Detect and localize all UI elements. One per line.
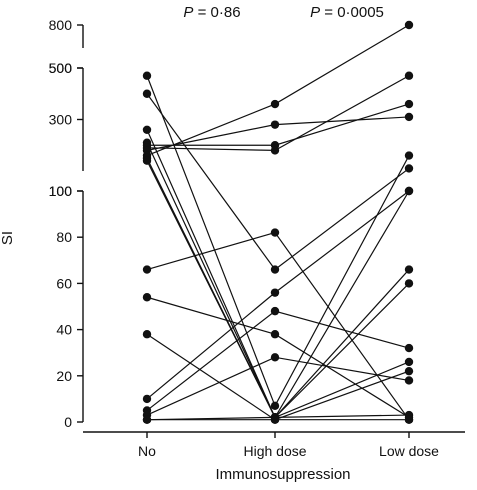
axes-layer bbox=[77, 24, 465, 438]
data-point bbox=[404, 164, 414, 173]
data-point bbox=[270, 265, 280, 274]
data-point bbox=[404, 279, 414, 288]
y-tick-label: 300 bbox=[49, 112, 73, 128]
y-tick-label: 500 bbox=[49, 60, 73, 76]
data-point bbox=[404, 71, 414, 80]
y-tick-label: 100 bbox=[49, 183, 73, 199]
data-point bbox=[404, 265, 414, 274]
data-point bbox=[404, 366, 414, 376]
y-tick-label: 100 bbox=[49, 183, 73, 199]
data-point bbox=[270, 146, 280, 155]
data-point bbox=[404, 415, 414, 424]
y-tick-label: 20 bbox=[56, 368, 72, 384]
data-point bbox=[270, 228, 280, 237]
y-tick-label: 60 bbox=[56, 275, 72, 291]
data-point bbox=[404, 99, 414, 109]
data-point bbox=[404, 343, 414, 353]
p-value-text: = 0·86 bbox=[193, 4, 240, 21]
data-point bbox=[142, 293, 152, 302]
data-point bbox=[142, 330, 152, 339]
data-point bbox=[270, 401, 280, 411]
series-line bbox=[146, 24, 410, 157]
data-point bbox=[142, 156, 152, 165]
data-point bbox=[270, 99, 280, 109]
series-line bbox=[146, 361, 410, 421]
data-point bbox=[142, 71, 152, 80]
y-tick-label: 800 bbox=[49, 17, 73, 33]
data-point bbox=[270, 306, 280, 316]
data-point bbox=[142, 89, 152, 98]
data-point bbox=[270, 330, 280, 339]
labels-layer: SI Immunosuppression 5008001003005000204… bbox=[0, 4, 439, 483]
data-point bbox=[404, 186, 414, 196]
data-point bbox=[270, 120, 280, 129]
data-point bbox=[142, 265, 152, 274]
data-point bbox=[404, 151, 414, 160]
data-point bbox=[404, 376, 414, 385]
series-line bbox=[146, 231, 410, 421]
y-tick-label: 40 bbox=[56, 322, 72, 338]
data-point bbox=[270, 288, 280, 297]
p-symbol: P bbox=[310, 4, 320, 21]
p-value-annotation: P = 0·86 bbox=[183, 4, 240, 21]
y-axis-title: SI bbox=[0, 231, 16, 245]
x-axis-title: Immunosuppression bbox=[215, 466, 350, 483]
data-points bbox=[142, 20, 414, 424]
series-line bbox=[146, 93, 410, 271]
x-tick-label: Low dose bbox=[379, 443, 439, 459]
data-point bbox=[142, 415, 152, 424]
data-point bbox=[404, 112, 414, 122]
p-symbol: P bbox=[183, 4, 193, 21]
data-point bbox=[142, 394, 152, 404]
series-lines bbox=[146, 24, 410, 421]
p-value-annotation: P = 0·0005 bbox=[310, 4, 384, 21]
series-line bbox=[146, 142, 410, 419]
data-point bbox=[142, 125, 152, 134]
p-value-text: = 0·0005 bbox=[320, 4, 384, 21]
y-tick-label: 0 bbox=[64, 414, 72, 430]
data-point bbox=[404, 20, 414, 30]
y-tick-label: 500 bbox=[49, 60, 73, 76]
data-point bbox=[270, 353, 280, 362]
x-tick-label: No bbox=[138, 443, 156, 459]
data-point bbox=[404, 357, 414, 367]
series-line bbox=[146, 160, 410, 418]
data-point bbox=[270, 415, 280, 424]
y-tick-label: 80 bbox=[56, 229, 72, 245]
x-tick-label: High dose bbox=[243, 443, 306, 459]
